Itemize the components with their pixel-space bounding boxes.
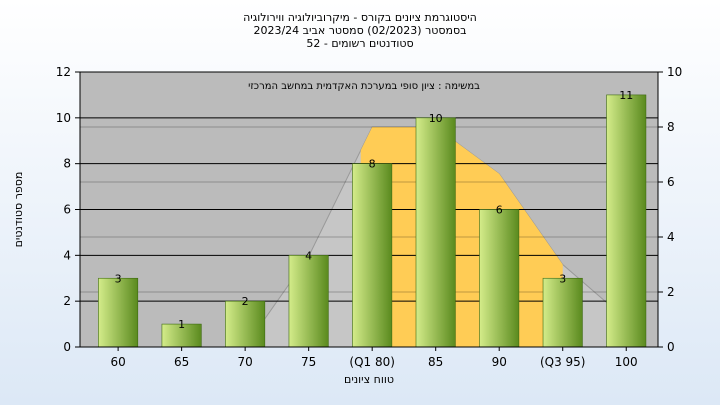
y-tick-label: 12 xyxy=(56,65,71,79)
y-axis-title: מספר סטודנטים xyxy=(12,172,25,248)
data-label: 8 xyxy=(369,158,376,171)
y-tick-label: 6 xyxy=(63,203,71,217)
y2-tick-label: 0 xyxy=(667,340,675,354)
y2-tick-label: 2 xyxy=(667,285,675,299)
x-tick-label: 60 xyxy=(110,355,125,369)
x-axis-title: טווח ציונים xyxy=(344,373,394,386)
bar xyxy=(415,117,456,348)
bar xyxy=(352,163,393,348)
data-label: 10 xyxy=(429,112,443,125)
x-tick-label: 70 xyxy=(238,355,253,369)
y-tick-label: 8 xyxy=(63,157,71,171)
y2-tick-label: 4 xyxy=(667,230,675,244)
bar xyxy=(606,94,647,348)
x-axis: 60 65 70 75 (Q1 80) 85 90 (Q3 95) 100 xyxy=(110,347,638,369)
data-label: 3 xyxy=(559,272,566,285)
data-label: 6 xyxy=(496,204,503,217)
y-tick-label: 10 xyxy=(56,111,71,125)
data-labels: 3 1 2 4 8 10 6 3 11 xyxy=(115,89,634,331)
data-label: 4 xyxy=(305,249,312,262)
y-axis-left: 0 2 4 6 8 10 12 xyxy=(56,65,80,354)
x-tick-label: 75 xyxy=(301,355,316,369)
bar xyxy=(225,300,266,348)
x-tick-label: 65 xyxy=(174,355,189,369)
y-tick-label: 2 xyxy=(63,294,71,308)
x-tick-label: (Q3 95) xyxy=(540,355,586,369)
y2-tick-label: 6 xyxy=(667,175,675,189)
chart-title-line-3: סטודנטים רשומים - 52 xyxy=(306,37,414,50)
y2-tick-label: 8 xyxy=(667,120,675,134)
bar xyxy=(542,277,583,348)
x-tick-label: 100 xyxy=(615,355,638,369)
y-tick-label: 4 xyxy=(63,248,71,262)
chart-title-line-2: בסמסטר (02/2023) סמסטר אביב 2023/24 xyxy=(253,24,467,37)
x-tick-label: (Q1 80) xyxy=(349,355,395,369)
bars xyxy=(98,94,647,348)
bar xyxy=(288,255,329,348)
data-label: 3 xyxy=(115,272,122,285)
y2-tick-label: 10 xyxy=(667,65,682,79)
chart-title-line-1: היסטוגרמת ציונים בקורס - מיקרוביולוגיה ו… xyxy=(243,11,477,24)
y-tick-label: 0 xyxy=(63,340,71,354)
x-tick-label: 90 xyxy=(492,355,507,369)
data-label: 2 xyxy=(242,295,249,308)
chart-annotation: במשימה : ציון סופי במערכת האקדמית במחשב … xyxy=(248,81,480,92)
bar xyxy=(98,277,139,348)
bar xyxy=(479,209,520,348)
data-label: 11 xyxy=(619,89,633,102)
y-axis-right: 0 2 4 6 8 10 xyxy=(658,65,682,354)
x-tick-label: 85 xyxy=(428,355,443,369)
data-label: 1 xyxy=(178,318,185,331)
